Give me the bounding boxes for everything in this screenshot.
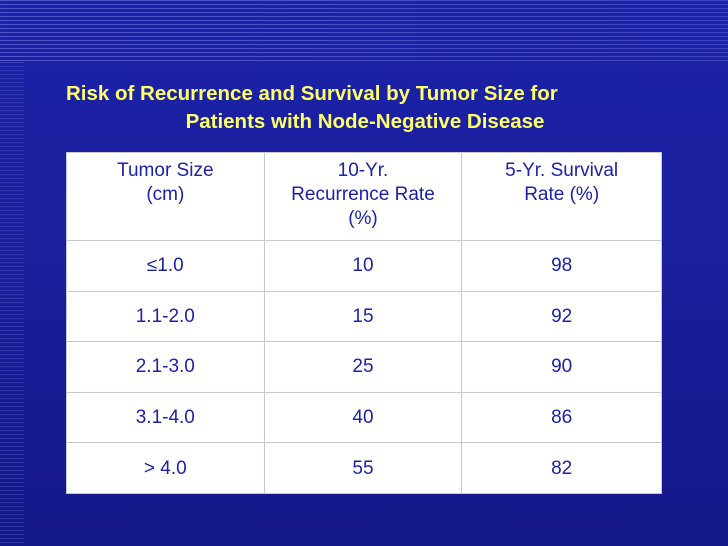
- cell-survival-rate: 92: [461, 290, 662, 343]
- header-survival-rate-line-2: Rate (%): [524, 184, 600, 205]
- cell-recurrence-rate: 40: [263, 391, 463, 444]
- header-recurrence-rate-line-2: Recurrence Rate: [291, 184, 435, 205]
- header-survival-rate: 5-Yr. Survival Rate (%): [461, 152, 662, 241]
- cell-tumor-size: 2.1-3.0: [66, 341, 265, 393]
- tumor-size-table: Tumor Size (cm) 10-Yr. Recurrence Rate (…: [66, 152, 662, 494]
- header-recurrence-rate: 10-Yr. Recurrence Rate (%): [263, 152, 463, 241]
- decorative-stripes-fade: [0, 0, 728, 62]
- cell-survival-rate: 82: [461, 442, 662, 494]
- header-tumor-size-line-2: (cm): [146, 184, 185, 205]
- table-row: > 4.0 55 82: [66, 442, 662, 494]
- cell-survival-rate: 98: [461, 240, 662, 292]
- cell-survival-rate: 86: [461, 391, 662, 444]
- slide-title-line-2: Patients with Node-Negative Disease: [185, 110, 545, 133]
- header-survival-rate-line-1: 5-Yr. Survival: [505, 160, 619, 181]
- decorative-stripes-left: [0, 62, 24, 546]
- table-row: ≤1.0 10 98: [66, 240, 662, 292]
- cell-survival-rate: 90: [461, 341, 662, 393]
- header-tumor-size-line-1: Tumor Size: [117, 160, 214, 181]
- cell-tumor-size: 1.1-2.0: [66, 290, 265, 343]
- header-tumor-size: Tumor Size (cm): [66, 152, 265, 241]
- table-header-row: Tumor Size (cm) 10-Yr. Recurrence Rate (…: [66, 152, 662, 241]
- cell-recurrence-rate: 25: [263, 341, 463, 393]
- cell-recurrence-rate: 10: [263, 240, 463, 292]
- cell-tumor-size: 3.1-4.0: [66, 391, 265, 444]
- slide-title: Risk of Recurrence and Survival by Tumor…: [40, 80, 690, 136]
- table-row: 3.1-4.0 40 86: [66, 391, 662, 444]
- decorative-stripes-top: [0, 0, 728, 62]
- table-row: 2.1-3.0 25 90: [66, 341, 662, 393]
- header-recurrence-rate-line-1: 10-Yr.: [337, 160, 389, 181]
- cell-recurrence-rate: 55: [263, 442, 463, 494]
- cell-tumor-size: ≤1.0: [66, 240, 265, 292]
- slide-title-line-1: Risk of Recurrence and Survival by Tumor…: [66, 82, 558, 105]
- cell-recurrence-rate: 15: [263, 290, 463, 343]
- cell-tumor-size: > 4.0: [66, 442, 265, 494]
- header-recurrence-rate-line-3: (%): [348, 208, 378, 229]
- table-row: 1.1-2.0 15 92: [66, 290, 662, 343]
